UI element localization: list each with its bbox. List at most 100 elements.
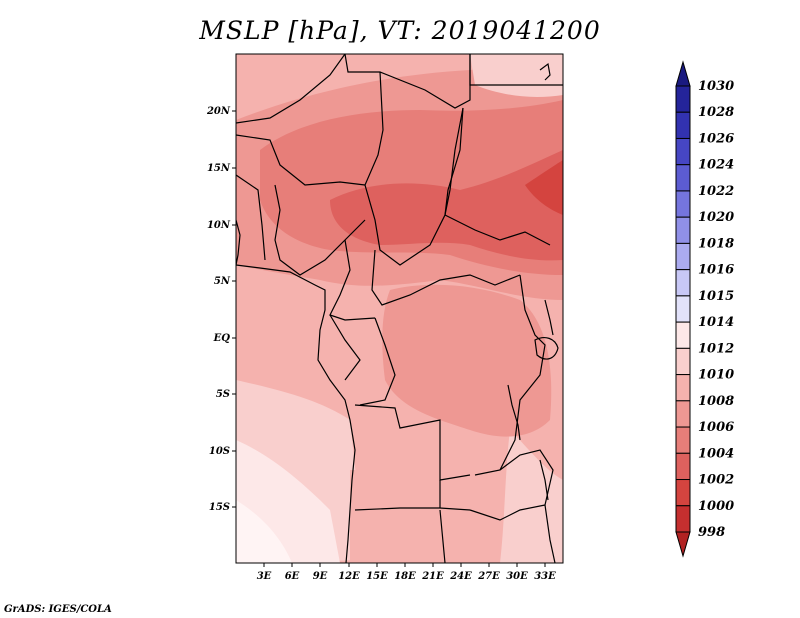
colorbar-cell (675, 190, 691, 218)
colorbar-label: 1020 (698, 210, 734, 225)
lon-label: 6E (285, 571, 300, 582)
lon-label: 24E (449, 571, 472, 582)
colorbar-cell (675, 426, 691, 454)
latitude-labels: 20N 15N 10N 5N EQ 5S 10S 15S (206, 106, 231, 513)
colorbar-cell (675, 479, 691, 507)
coastline-gulf (236, 219, 241, 266)
lon-label: 12E (338, 571, 360, 582)
lake-victoria (534, 337, 559, 360)
colorbar-label: 1028 (698, 105, 734, 120)
border-angola-namibia (354, 507, 471, 511)
border-uganda-kenya (544, 299, 554, 336)
colorbar-label: 1004 (698, 446, 734, 461)
colorbar-label: 1002 (698, 473, 734, 488)
border-sudan-southsudan (444, 214, 551, 246)
pressure-band-southcentral (350, 470, 480, 563)
coastline-northeast (539, 62, 551, 81)
lon-label: 18E (394, 571, 416, 582)
country-borders (236, 54, 563, 563)
lat-label: 10N (207, 220, 231, 231)
longitude-axis (263, 563, 546, 567)
lat-label: EQ (213, 333, 231, 344)
map-title: MSLP [hPa], VT: 2019041200 (199, 16, 601, 45)
lon-label: 27E (477, 571, 500, 582)
colorbar-label: 1024 (698, 158, 734, 173)
colorbar-cell (675, 269, 691, 297)
border-egypt-sudan (469, 54, 563, 86)
pressure-band-1014 (236, 500, 292, 563)
colorbar-cell (675, 295, 691, 323)
colorbar-label: 1012 (698, 341, 734, 356)
colorbar-label: 1016 (698, 263, 734, 278)
border-sudan-chad (444, 107, 464, 216)
colorbar-cell (675, 137, 691, 166)
colorbar-cell (675, 216, 691, 244)
border-nigeria (274, 184, 366, 276)
map-frame (235, 53, 564, 564)
colorbar-label: 1008 (698, 394, 734, 409)
border-zambia-east (499, 449, 554, 506)
lat-label: 5N (214, 276, 231, 287)
colorbar-cell (675, 242, 691, 271)
colorbar-cell (675, 400, 691, 428)
colorbar-cell (675, 164, 691, 192)
colorbar-cell (675, 452, 691, 481)
lat-label: 5S (216, 389, 230, 400)
border-gabon-congo (329, 314, 361, 381)
lat-label: 15S (209, 502, 230, 513)
lon-label: 15E (366, 571, 388, 582)
colorbar-cap-bottom (675, 531, 691, 558)
border-zambia-zimbabwe (469, 504, 546, 521)
border-drc-east (474, 274, 546, 476)
colorbar-cell (675, 85, 691, 113)
colorbar-label: 1000 (698, 499, 734, 514)
lake-tanganyika (507, 384, 521, 441)
lon-label: 33E (534, 571, 556, 582)
lon-label: 3E (257, 571, 272, 582)
border-libya (344, 54, 471, 109)
border-chad (364, 71, 464, 266)
colorbar-cell (675, 321, 691, 349)
colorbar-label: 1022 (698, 184, 734, 199)
border-burkina-ghana (236, 174, 266, 261)
border-drc-congo (359, 317, 396, 406)
longitude-labels: 3E 6E 9E 12E 15E 18E 21E 24E 27E 30E 33E (257, 571, 556, 582)
colorbar-cell (675, 505, 691, 533)
border-namibia-botswana (439, 509, 446, 563)
pressure-band-southeast (500, 430, 563, 563)
lake-malawi (539, 459, 549, 501)
colorbar: 1030 1028 1026 1024 1022 1020 1018 1016 1015 1014… (675, 60, 734, 558)
border-algeria-niger (236, 54, 346, 124)
border-mozambique (544, 504, 556, 563)
colorbar-cell (675, 111, 691, 139)
border-cameroon (329, 239, 376, 321)
colorbar-label: 1026 (698, 131, 734, 146)
border-drc-angola (354, 404, 471, 481)
colorbar-label: 1015 (698, 289, 734, 304)
lat-label: 10S (209, 446, 230, 457)
colorbar-label: 1010 (698, 368, 734, 383)
lat-label: 20N (206, 106, 231, 117)
pressure-low-core (525, 160, 563, 215)
pressure-band-northeast (470, 54, 563, 97)
map-panel (236, 54, 563, 563)
colorbar-label: 1030 (698, 79, 734, 94)
colorbar-cell (675, 374, 691, 402)
coastline-west (236, 264, 356, 563)
lon-label: 9E (313, 571, 328, 582)
colorbar-label: 1006 (698, 420, 734, 435)
colorbar-label: 1018 (698, 236, 734, 251)
colorbar-label: 1014 (698, 315, 734, 330)
lon-label: 21E (421, 571, 444, 582)
pressure-band-northwest (236, 54, 330, 118)
border-mali-niger (236, 134, 366, 186)
colorbar-cell (675, 347, 691, 376)
colorbar-cap-top (675, 60, 691, 87)
lon-label: 30E (506, 571, 528, 582)
credit-label: GrADS: IGES/COLA (4, 604, 112, 615)
border-car (371, 249, 521, 306)
latitude-axis (232, 110, 236, 508)
colorbar-label: 998 (698, 525, 725, 540)
lat-label: 15N (207, 163, 231, 174)
